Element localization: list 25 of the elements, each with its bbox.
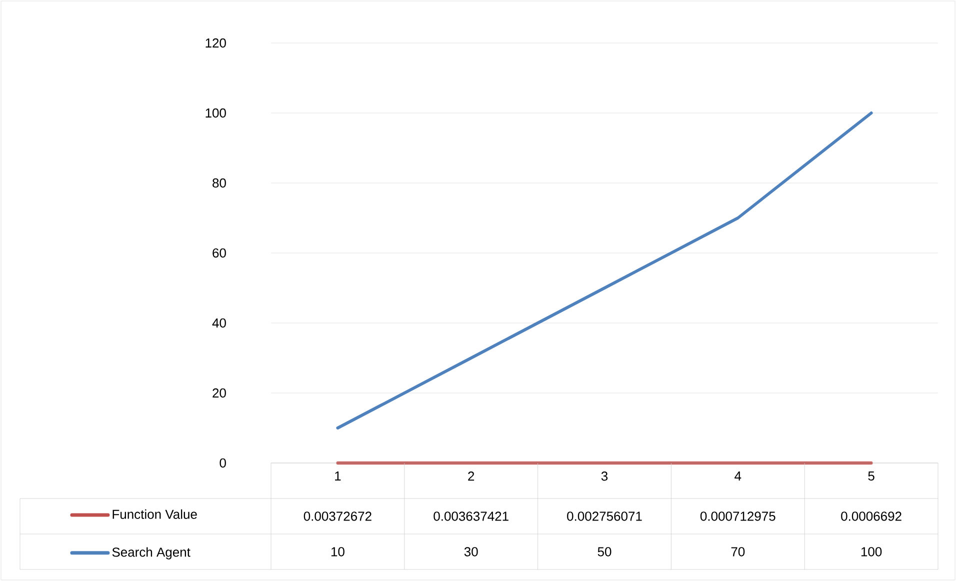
data-label: 0.000712975	[700, 512, 776, 521]
legend-label: Function Value	[112, 509, 197, 519]
y-tick-label: 60	[212, 248, 226, 258]
legend-label: Search Agent	[112, 547, 190, 560]
x-tick-label: 1	[335, 472, 341, 480]
data-label: 0.0006692	[841, 512, 902, 521]
x-tick-label: 2	[468, 472, 474, 481]
data-label: 100	[861, 547, 882, 556]
y-tick-label: 80	[212, 178, 226, 188]
data-label: 0.002756071	[567, 512, 642, 521]
x-tick-label: 5	[868, 472, 874, 481]
y-tick-label: 0	[220, 458, 226, 468]
data-label: 0.00372672	[304, 512, 372, 521]
x-tick-label: 4	[734, 472, 742, 480]
y-tick-label: 20	[212, 388, 226, 398]
x-tick-label: 3	[601, 472, 608, 481]
data-label: 50	[598, 547, 612, 556]
data-label: 30	[464, 547, 478, 556]
y-tick-label: 100	[206, 108, 226, 118]
data-label: 70	[731, 547, 745, 556]
y-tick-label: 40	[212, 318, 226, 328]
line-series	[336, 111, 873, 430]
data-label: 0.003637421	[434, 512, 508, 521]
y-tick-label: 120	[206, 38, 226, 48]
data-label: 10	[331, 547, 344, 556]
